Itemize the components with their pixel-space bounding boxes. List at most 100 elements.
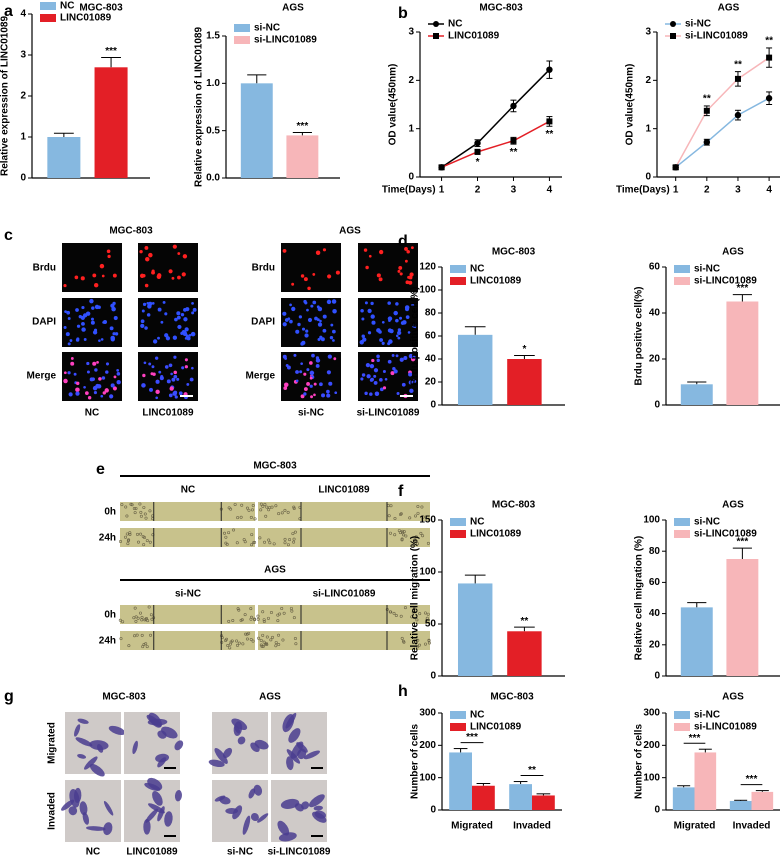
cell — [94, 368, 98, 372]
cell — [67, 342, 71, 346]
y-tick-label: 20 — [649, 354, 661, 365]
cell — [399, 357, 404, 362]
cell — [361, 317, 365, 321]
stained-cell — [152, 791, 163, 806]
chart-title: AGS — [282, 3, 304, 14]
stained-cell — [96, 743, 104, 753]
cell — [300, 394, 305, 399]
column-label: NC — [181, 485, 195, 496]
chart-title: AGS — [722, 692, 744, 703]
cell — [367, 308, 372, 314]
cell — [317, 322, 323, 327]
cell — [232, 528, 236, 532]
cell — [256, 617, 260, 621]
cell — [294, 642, 298, 646]
cell — [170, 372, 173, 376]
cell — [142, 543, 146, 547]
cell — [397, 269, 401, 273]
cell — [415, 618, 419, 622]
cell — [237, 641, 241, 645]
cell — [289, 303, 292, 307]
y-tick-label: 3 — [20, 50, 26, 61]
stained-cell — [174, 790, 182, 802]
legend-swatch — [450, 723, 466, 731]
cell — [135, 532, 139, 536]
cell — [395, 302, 399, 306]
y-tick-label: 150 — [419, 515, 436, 526]
cell — [89, 377, 94, 382]
cell — [295, 329, 300, 334]
cell — [408, 516, 412, 520]
cell — [274, 504, 278, 508]
cell — [393, 369, 398, 374]
cell — [307, 286, 311, 291]
y-tick-label: 60 — [649, 262, 661, 273]
y-tick-label: 60 — [649, 577, 661, 588]
cell — [253, 517, 257, 521]
significance: ** — [734, 59, 742, 70]
cell — [151, 270, 155, 275]
stained-cell — [89, 763, 105, 777]
cell — [173, 374, 178, 379]
cell — [327, 274, 332, 279]
stained-cell — [74, 724, 81, 737]
cell — [157, 307, 162, 312]
y-tick-label: 0 — [645, 172, 651, 183]
y-tick-label: 60 — [425, 331, 437, 342]
cell — [288, 538, 292, 542]
stained-cell — [174, 740, 184, 751]
bar — [449, 752, 472, 810]
stained-cell — [248, 788, 256, 799]
cell — [141, 645, 145, 649]
legend-marker — [670, 21, 676, 27]
legend-label: si-NC — [694, 264, 720, 275]
cell — [309, 370, 315, 376]
cell — [240, 503, 244, 507]
legend-marker — [433, 33, 439, 39]
cell — [192, 307, 197, 312]
panel-title: MGC-803 — [109, 226, 153, 237]
stained-cell — [86, 826, 106, 831]
cell — [132, 616, 136, 620]
chart-title: MGC-803 — [479, 3, 523, 14]
cell — [226, 644, 230, 648]
cell — [393, 533, 397, 537]
cell — [91, 306, 95, 310]
cell — [262, 619, 266, 623]
cell — [112, 273, 117, 278]
x-tick-label: Invaded — [513, 821, 551, 832]
cell — [416, 505, 420, 509]
cell — [361, 373, 366, 377]
cell — [376, 358, 380, 363]
cell — [231, 619, 235, 623]
y-tick-label: 1 — [645, 123, 651, 134]
cell — [326, 393, 331, 398]
panel-letter: b — [398, 5, 408, 22]
cell — [144, 283, 149, 288]
y-tick-label: 3 — [408, 27, 414, 38]
cell — [157, 336, 160, 340]
cell — [267, 538, 271, 542]
cell — [63, 284, 67, 288]
cell — [421, 534, 425, 538]
cell — [173, 370, 178, 375]
y-tick-label: 3 — [645, 27, 651, 38]
cell — [317, 337, 321, 341]
cell — [144, 246, 149, 250]
stained-cell — [314, 810, 327, 819]
cell — [124, 505, 128, 509]
cell — [309, 376, 313, 380]
cell — [173, 355, 177, 359]
cell — [243, 613, 247, 617]
cell — [160, 320, 164, 324]
cell — [129, 502, 133, 506]
cell — [289, 606, 293, 610]
row-label: DAPI — [32, 317, 56, 328]
cell — [145, 257, 150, 262]
cell — [394, 614, 398, 618]
cell — [370, 377, 374, 382]
cell — [85, 391, 89, 395]
marker — [546, 66, 553, 73]
cell — [412, 324, 417, 329]
y-axis-label: Relative expression of LINC01089 — [0, 16, 11, 177]
